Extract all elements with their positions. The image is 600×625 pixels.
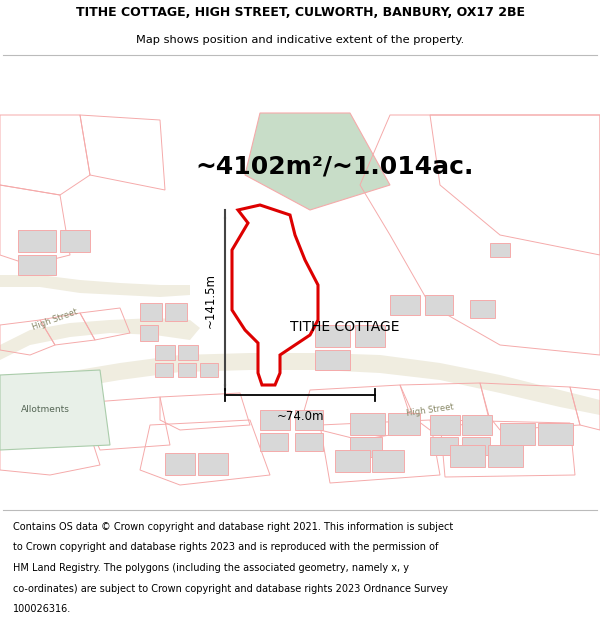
Text: ~141.5m: ~141.5m xyxy=(203,272,217,328)
Text: Contains OS data © Crown copyright and database right 2021. This information is : Contains OS data © Crown copyright and d… xyxy=(13,521,454,531)
Text: High Street: High Street xyxy=(406,402,454,418)
Polygon shape xyxy=(0,318,200,360)
Polygon shape xyxy=(388,413,420,435)
Polygon shape xyxy=(538,423,573,445)
Polygon shape xyxy=(178,345,198,360)
Polygon shape xyxy=(140,325,158,341)
Polygon shape xyxy=(18,230,56,252)
Polygon shape xyxy=(462,437,490,455)
Polygon shape xyxy=(315,325,350,347)
Polygon shape xyxy=(60,230,90,252)
Polygon shape xyxy=(165,453,195,475)
Polygon shape xyxy=(335,450,370,472)
Polygon shape xyxy=(350,437,382,457)
Polygon shape xyxy=(0,370,110,450)
Polygon shape xyxy=(260,433,288,451)
Polygon shape xyxy=(155,345,175,360)
Polygon shape xyxy=(0,353,600,415)
Text: to Crown copyright and database rights 2023 and is reproduced with the permissio: to Crown copyright and database rights 2… xyxy=(13,542,439,552)
Polygon shape xyxy=(260,410,290,430)
Polygon shape xyxy=(430,415,460,435)
Polygon shape xyxy=(140,303,162,321)
Text: HM Land Registry. The polygons (including the associated geometry, namely x, y: HM Land Registry. The polygons (includin… xyxy=(13,563,409,573)
Polygon shape xyxy=(295,433,323,451)
Polygon shape xyxy=(430,437,458,455)
Polygon shape xyxy=(200,363,218,377)
Polygon shape xyxy=(315,350,350,370)
Text: Allotments: Allotments xyxy=(20,406,70,414)
Polygon shape xyxy=(390,295,420,315)
Polygon shape xyxy=(245,113,390,210)
Polygon shape xyxy=(18,255,56,275)
Polygon shape xyxy=(198,453,228,475)
Polygon shape xyxy=(470,300,495,318)
Polygon shape xyxy=(488,445,523,467)
Text: TITHE COTTAGE: TITHE COTTAGE xyxy=(290,320,400,334)
Polygon shape xyxy=(178,363,196,377)
Polygon shape xyxy=(490,243,510,257)
Text: High Street: High Street xyxy=(31,308,79,332)
Text: 100026316.: 100026316. xyxy=(13,604,71,614)
Polygon shape xyxy=(295,410,323,430)
Text: ~74.0m: ~74.0m xyxy=(276,411,324,424)
Polygon shape xyxy=(500,423,535,445)
Polygon shape xyxy=(350,413,385,435)
Polygon shape xyxy=(355,325,385,347)
Polygon shape xyxy=(0,275,190,297)
Polygon shape xyxy=(425,295,453,315)
Text: co-ordinates) are subject to Crown copyright and database rights 2023 Ordnance S: co-ordinates) are subject to Crown copyr… xyxy=(13,584,448,594)
Text: ~4102m²/~1.014ac.: ~4102m²/~1.014ac. xyxy=(195,155,473,179)
Text: Map shows position and indicative extent of the property.: Map shows position and indicative extent… xyxy=(136,34,464,44)
Polygon shape xyxy=(450,445,485,467)
Polygon shape xyxy=(462,415,492,435)
Polygon shape xyxy=(155,363,173,377)
Text: TITHE COTTAGE, HIGH STREET, CULWORTH, BANBURY, OX17 2BE: TITHE COTTAGE, HIGH STREET, CULWORTH, BA… xyxy=(76,6,524,19)
Polygon shape xyxy=(372,450,404,472)
Polygon shape xyxy=(165,303,187,321)
Polygon shape xyxy=(232,205,318,385)
